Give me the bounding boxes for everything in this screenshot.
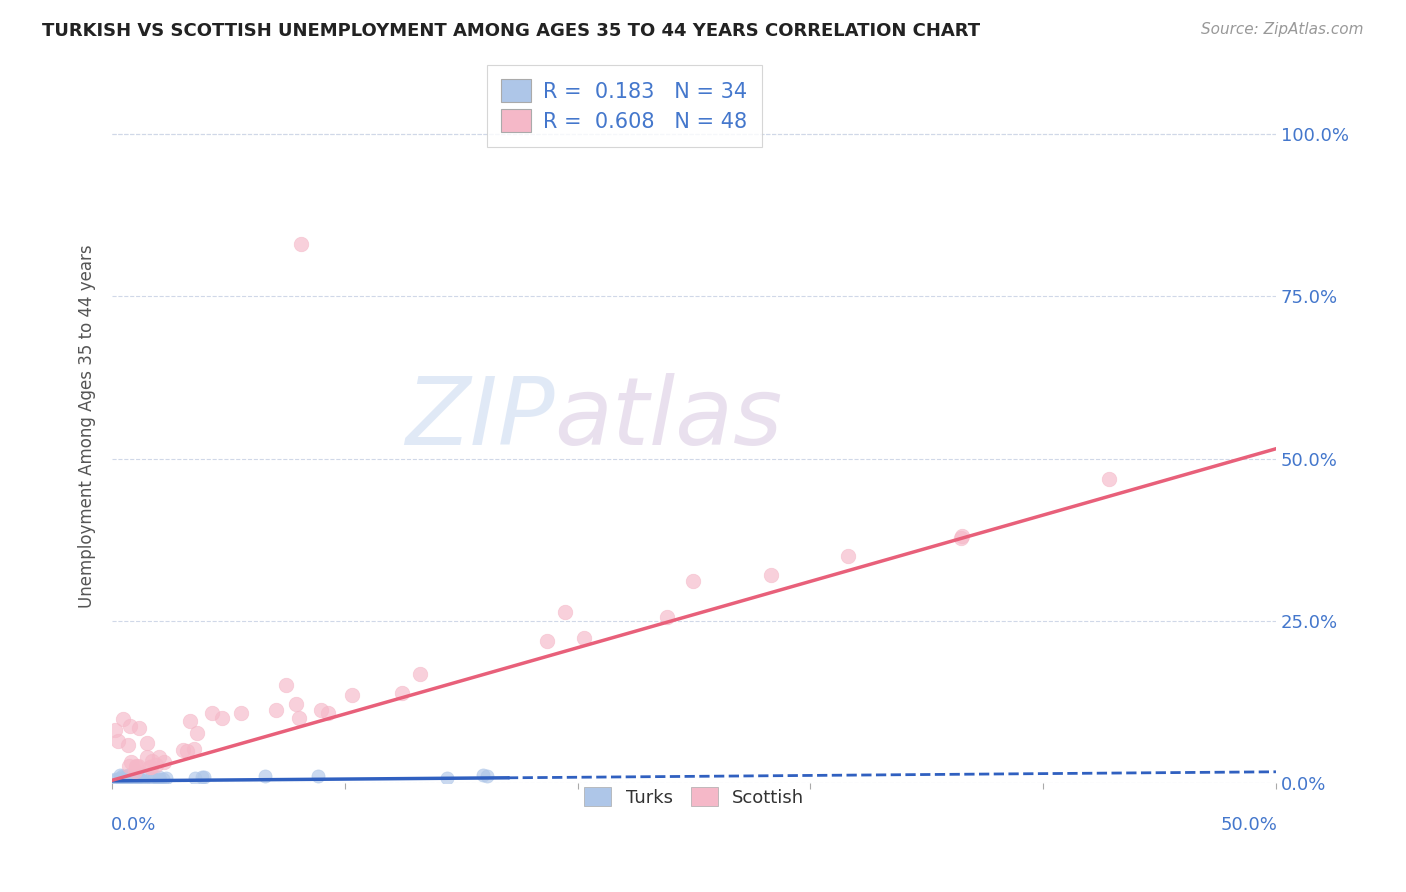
Point xyxy=(115,771,138,785)
Point xyxy=(139,759,162,773)
Point xyxy=(108,768,131,782)
Point xyxy=(120,755,142,769)
Point xyxy=(152,772,174,787)
Text: 50.0%: 50.0% xyxy=(1220,815,1277,834)
Point xyxy=(264,703,287,717)
Point xyxy=(110,772,132,786)
Point xyxy=(142,772,165,787)
Point xyxy=(193,771,215,785)
Point xyxy=(290,237,312,252)
Point xyxy=(115,772,138,787)
Text: TURKISH VS SCOTTISH UNEMPLOYMENT AMONG AGES 35 TO 44 YEARS CORRELATION CHART: TURKISH VS SCOTTISH UNEMPLOYMENT AMONG A… xyxy=(42,22,980,40)
Point xyxy=(135,749,157,764)
Point xyxy=(288,711,311,725)
Point xyxy=(201,706,224,720)
Point xyxy=(124,764,146,778)
Point xyxy=(124,760,146,774)
Point xyxy=(103,772,125,787)
Point xyxy=(949,531,972,545)
Point xyxy=(129,772,152,787)
Point xyxy=(952,529,974,543)
Point xyxy=(125,770,148,784)
Text: ZIP: ZIP xyxy=(405,374,554,465)
Point xyxy=(141,771,163,785)
Point xyxy=(103,723,125,737)
Legend: Turks, Scottish: Turks, Scottish xyxy=(576,780,811,814)
Point xyxy=(284,697,307,711)
Point xyxy=(128,722,150,736)
Point xyxy=(436,771,458,785)
Point xyxy=(572,631,595,645)
Point xyxy=(103,772,125,787)
Text: Source: ZipAtlas.com: Source: ZipAtlas.com xyxy=(1201,22,1364,37)
Point xyxy=(146,772,169,787)
Point xyxy=(125,759,148,773)
Point xyxy=(149,772,172,787)
Point xyxy=(134,767,156,781)
Point xyxy=(136,736,159,750)
Point xyxy=(191,770,214,784)
Point xyxy=(148,750,170,764)
Point xyxy=(111,712,134,726)
Text: 0.0%: 0.0% xyxy=(111,815,156,834)
Point xyxy=(472,768,495,782)
Point xyxy=(536,634,558,648)
Point xyxy=(127,759,149,773)
Point xyxy=(761,568,783,582)
Point xyxy=(254,769,277,783)
Point xyxy=(118,719,141,733)
Point xyxy=(117,768,139,782)
Point xyxy=(153,755,176,769)
Point xyxy=(132,773,155,788)
Point xyxy=(172,743,194,757)
Point xyxy=(184,771,207,785)
Point xyxy=(682,574,704,588)
Y-axis label: Unemployment Among Ages 35 to 44 years: Unemployment Among Ages 35 to 44 years xyxy=(79,244,96,607)
Point xyxy=(124,773,146,788)
Text: atlas: atlas xyxy=(554,374,783,465)
Point xyxy=(229,706,252,720)
Point xyxy=(141,754,163,768)
Point xyxy=(148,770,170,784)
Point xyxy=(183,742,205,756)
Point xyxy=(655,610,678,624)
Point xyxy=(117,738,139,752)
Point xyxy=(129,772,152,786)
Point xyxy=(111,773,134,788)
Point xyxy=(307,769,329,783)
Point xyxy=(111,770,134,784)
Point xyxy=(118,759,141,773)
Point xyxy=(391,686,413,700)
Point xyxy=(211,711,233,725)
Point xyxy=(145,758,167,772)
Point xyxy=(409,666,432,681)
Point xyxy=(155,772,177,786)
Point xyxy=(186,726,208,740)
Point xyxy=(311,703,333,717)
Point xyxy=(111,772,134,786)
Point xyxy=(107,734,129,748)
Point xyxy=(477,769,499,783)
Point xyxy=(274,677,297,691)
Point xyxy=(138,760,160,774)
Point xyxy=(114,769,136,783)
Point xyxy=(554,605,576,619)
Point xyxy=(316,706,339,721)
Point xyxy=(176,744,198,758)
Point xyxy=(115,770,138,784)
Point xyxy=(1098,472,1121,486)
Point xyxy=(837,549,859,564)
Point xyxy=(179,714,201,728)
Point xyxy=(340,688,363,702)
Point xyxy=(118,772,141,787)
